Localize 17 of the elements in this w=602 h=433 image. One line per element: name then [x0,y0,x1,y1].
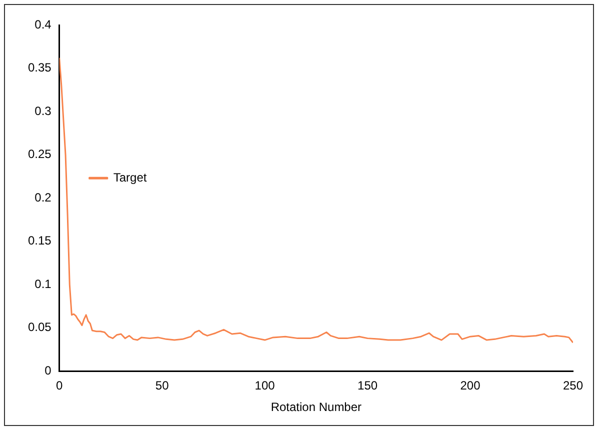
y-tick-label: 0.35 [28,60,52,75]
y-tick-label: 0.1 [34,276,52,291]
y-tick-label: 0.15 [28,234,52,248]
x-axis-title: Rotation Number [270,400,362,414]
y-tick-label: 0.05 [28,320,52,334]
x-tick-label: 50 [155,378,170,393]
legend-label: Target [113,170,148,184]
y-tick-label: 0.25 [28,147,52,162]
y-tick-label: 0.3 [34,104,52,118]
y-tick-label: 0.2 [34,190,52,204]
x-tick-label: 250 [562,378,584,393]
x-tick-label: 0 [56,378,64,393]
y-tick-label: 0.4 [34,17,52,32]
y-tick-label: 0 [44,364,52,378]
x-tick-label: 200 [460,378,481,393]
x-tick-label: 100 [254,378,276,393]
x-tick-label: 150 [358,378,378,393]
